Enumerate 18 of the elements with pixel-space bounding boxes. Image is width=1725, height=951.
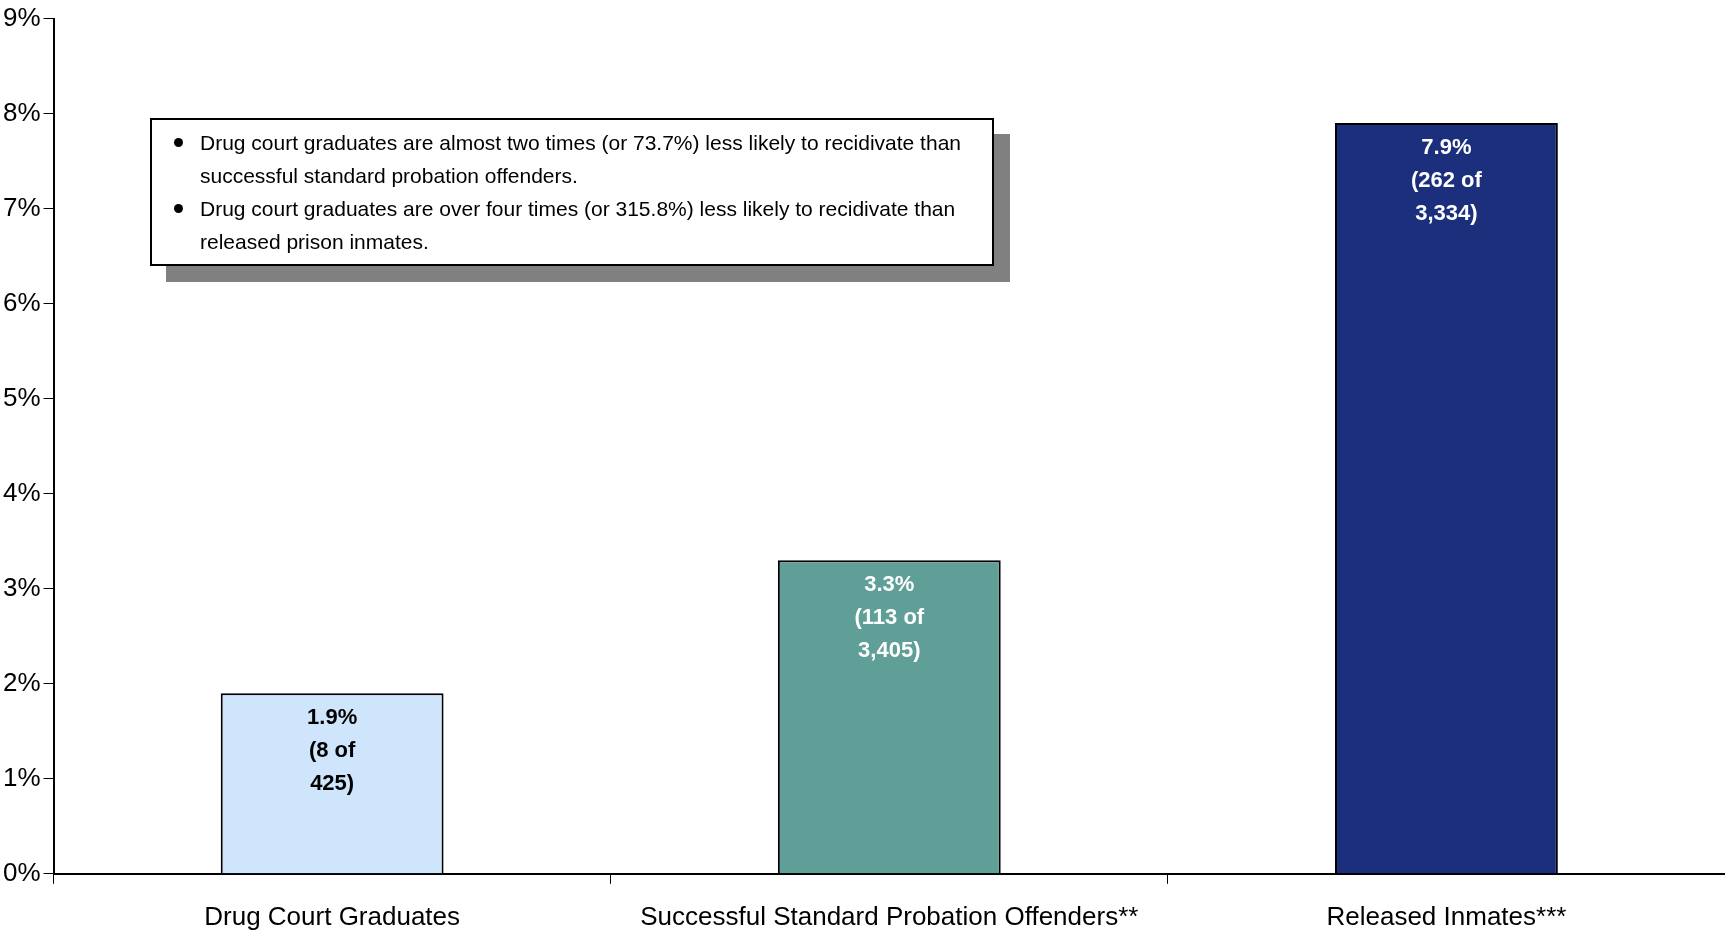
y-tick-label: 4%: [3, 476, 41, 507]
data-label: 1.9% (8 of 425): [307, 704, 358, 796]
annotation: Drug court graduates are almost two times (or 73.7%) less likely to recidivate than successful standard probation offenders.: [200, 130, 962, 189]
y-tick-label: 2%: [3, 666, 41, 697]
x-tick-label: Released Inmates***: [1326, 900, 1567, 931]
y-tick-label: 3%: [3, 571, 41, 602]
y-tick-label: 6%: [3, 286, 41, 317]
x-tick-label: Drug Court Graduates: [204, 900, 461, 931]
y-tick-label: 9%: [3, 1, 41, 32]
y-tick-label: 1%: [3, 761, 41, 792]
y-tick-label: 5%: [3, 381, 41, 412]
x-tick-label: Successful Standard Probation Offenders**: [640, 900, 1139, 931]
y-tick-label: 7%: [3, 191, 41, 222]
data-label: 3.3% (113 of 3,405): [854, 571, 925, 663]
y-tick-label: 8%: [3, 96, 41, 127]
data-label: 7.9% (262 of 3,334): [1410, 134, 1483, 226]
y-tick-label: 0%: [3, 856, 41, 887]
annotation: Drug court graduates are over four times (or 315.8%) less likely to recidivate than released prison inmates.: [200, 196, 957, 255]
